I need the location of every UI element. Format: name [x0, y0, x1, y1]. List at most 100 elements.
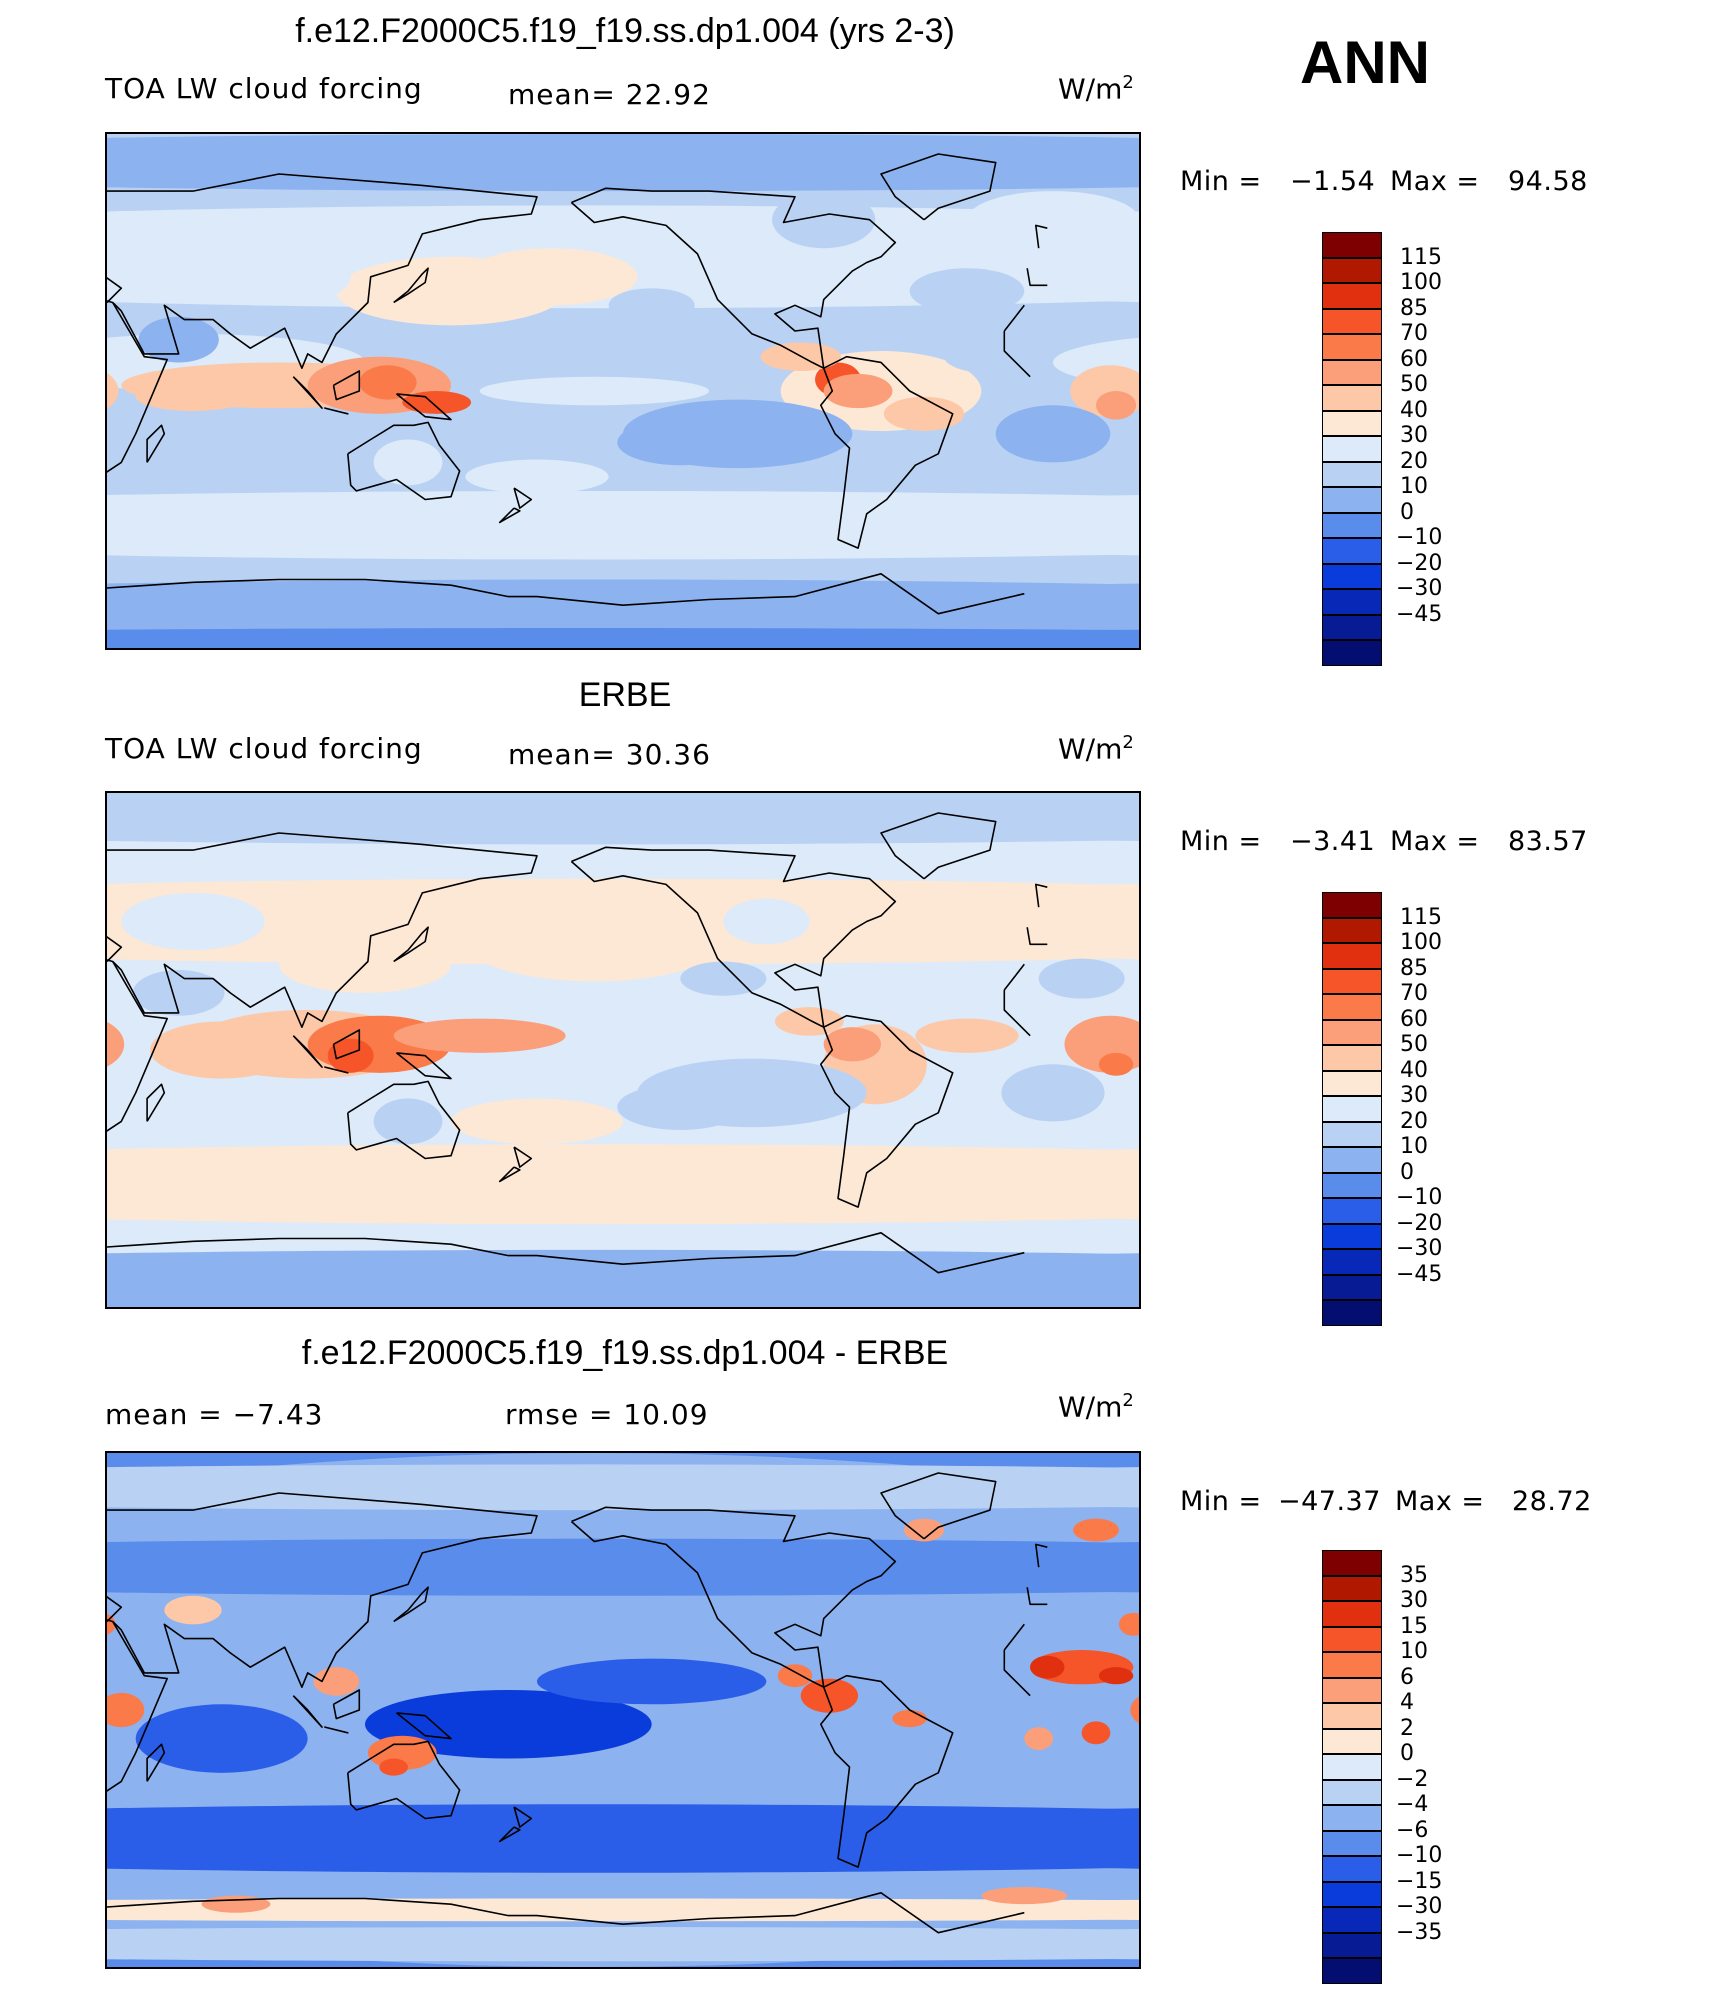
coastline — [880, 1472, 997, 1540]
coastline — [393, 267, 429, 304]
coastline — [1035, 224, 1048, 249]
coastline — [347, 1080, 461, 1160]
colorbar-tick-label: 4 — [1400, 1690, 1414, 1715]
panel-3-mean-label: mean = −7.43 — [105, 1398, 324, 1431]
colorbar-tick-label: 20 — [1400, 1108, 1428, 1134]
colorbar-tick-label: 60 — [1400, 346, 1428, 372]
colorbar-tick-label: −10 — [1396, 525, 1443, 550]
field-contour-region — [594, 1899, 1139, 1920]
colorbar-swatch — [1322, 1677, 1382, 1703]
coastline — [820, 355, 954, 549]
coastline — [347, 421, 461, 501]
field-contour-region — [479, 376, 709, 406]
colorbar-tick-label: 30 — [1400, 1083, 1428, 1108]
field-contour-region — [107, 373, 119, 409]
colorbar-swatch — [1322, 257, 1382, 283]
coastline — [146, 424, 166, 463]
colorbar-swatch — [1322, 1805, 1382, 1831]
colorbar-tick-label: 20 — [1400, 448, 1428, 474]
colorbar-tick-label: 35 — [1400, 1562, 1428, 1588]
field-contour-region — [594, 1148, 1139, 1220]
field-contour-region — [150, 1021, 294, 1079]
colorbar-tick-label: 70 — [1400, 981, 1428, 1006]
colorbar-tick-label: 100 — [1400, 930, 1442, 955]
coastline — [324, 1066, 349, 1074]
field-contour-region — [201, 1895, 271, 1913]
colorbar-tick-label: −20 — [1396, 1210, 1443, 1236]
field-contour-region — [944, 339, 1048, 374]
panel-3-min-value: −47.37 — [1278, 1486, 1381, 1517]
colorbar-swatch — [1322, 1881, 1382, 1907]
coastline — [332, 1029, 361, 1060]
coastline — [570, 1506, 897, 1688]
coastline — [1035, 1543, 1048, 1568]
field-contour-region — [465, 459, 609, 494]
panel-3-max-label: Max = — [1395, 1486, 1485, 1517]
coastline — [324, 407, 349, 415]
field-contour-region — [594, 629, 1139, 648]
coastline — [332, 370, 361, 401]
coastline — [880, 153, 997, 221]
colorbar-tick-label: 10 — [1400, 474, 1428, 499]
field-contour-region — [608, 288, 695, 323]
coastline — [396, 1052, 452, 1080]
coastline — [292, 1035, 323, 1068]
field-contour-region — [107, 1022, 125, 1067]
colorbar-swatch — [1322, 1856, 1382, 1882]
coastline — [393, 1586, 429, 1623]
colorbar-swatch — [1322, 1958, 1382, 1984]
coastline — [146, 1083, 166, 1122]
colorbar-swatch — [1322, 436, 1382, 462]
colorbar-tick-label: −20 — [1396, 550, 1443, 576]
colorbar-swatch — [1322, 1019, 1382, 1045]
coastline — [570, 187, 897, 369]
colorbar-tick-label: 40 — [1400, 397, 1428, 423]
field-contour-region — [402, 391, 472, 414]
field-contour-region — [465, 248, 638, 306]
panel-3-map — [105, 1451, 1141, 1969]
colorbar-swatch — [1322, 943, 1382, 969]
colorbar-tick-label: 50 — [1400, 372, 1428, 397]
colorbar-tick-label: 85 — [1400, 295, 1428, 321]
field-contour-region — [207, 248, 351, 306]
coastline — [107, 173, 1048, 369]
panel-3-rmse-label: rmse = 10.09 — [505, 1398, 709, 1431]
field-contour-region — [883, 396, 965, 431]
colorbar-tick-label: −45 — [1396, 1261, 1443, 1287]
coastline — [513, 487, 533, 509]
coastline — [332, 1689, 361, 1720]
colorbar-swatch — [1322, 538, 1382, 564]
field-contour-region — [164, 1595, 222, 1625]
coastline — [107, 1892, 1025, 1934]
colorbar-tick-label: 15 — [1400, 1613, 1428, 1639]
colorbar-tick-label: 40 — [1400, 1057, 1428, 1083]
colorbar-tick-label: 115 — [1400, 244, 1442, 270]
coastline — [107, 300, 1031, 473]
colorbar-swatch — [1322, 1096, 1382, 1122]
field-contour-region — [594, 1929, 1139, 1960]
panel-1-min-value: −1.54 — [1290, 166, 1376, 197]
coastline — [820, 1674, 954, 1868]
field-contour-region — [451, 1098, 623, 1145]
field-contour-region — [393, 1018, 566, 1053]
field-contour-region — [1096, 391, 1137, 420]
field-contour-region — [915, 1018, 1019, 1053]
colorbar-swatch — [1322, 1198, 1382, 1224]
colorbar-tick-label: 115 — [1400, 904, 1442, 930]
panel-3-max-value: 28.72 — [1512, 1486, 1592, 1517]
colorbar-tick-label: −30 — [1396, 576, 1443, 601]
colorbar-swatch — [1322, 1703, 1382, 1729]
field-contour-region — [138, 316, 219, 363]
panel-3-title: f.e12.F2000C5.f19_f19.ss.dp1.004 - ERBE — [301, 1334, 949, 1372]
panel-1-units: W/m2 — [1058, 72, 1134, 106]
colorbar-swatch — [1322, 1223, 1382, 1249]
field-contour-region — [465, 901, 724, 982]
panel-2-variable-label: TOA LW cloud forcing — [105, 732, 423, 765]
colorbar-swatch — [1322, 487, 1382, 513]
panel-2-mean-label: mean= 30.36 — [508, 738, 711, 771]
field-contour-region — [135, 1704, 308, 1773]
field-contour-region — [132, 970, 225, 1016]
colorbar-swatch — [1322, 359, 1382, 385]
field-contour-region — [594, 1467, 1139, 1508]
coastline — [324, 1726, 349, 1734]
